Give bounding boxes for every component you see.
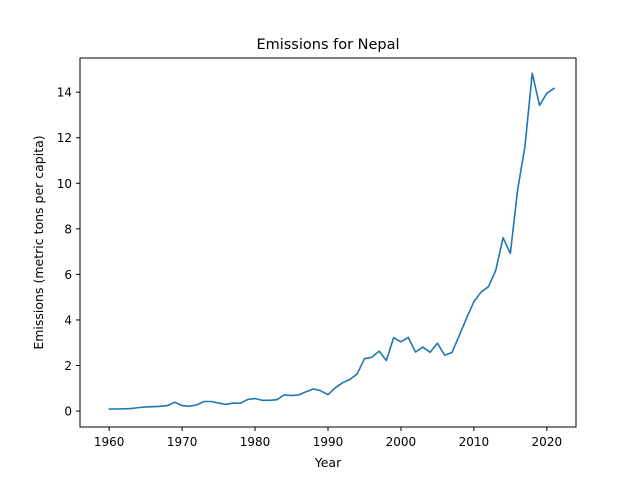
x-tick-label: 1980	[240, 435, 271, 449]
y-tick-label: 6	[64, 268, 72, 282]
x-axis-label: Year	[314, 455, 342, 470]
y-tick-label: 12	[57, 131, 72, 145]
y-tick-label: 10	[57, 177, 72, 191]
x-tick-label: 1960	[94, 435, 125, 449]
y-tick-label: 0	[64, 405, 72, 419]
x-axis-ticks: 1960 1970 1980 1990 2000 2010 2020	[94, 427, 562, 449]
chart-title: Emissions for Nepal	[256, 37, 399, 53]
y-tick-label: 8	[64, 222, 72, 236]
x-tick-label: 2020	[532, 435, 563, 449]
series-line-emissions	[108, 72, 555, 410]
x-tick-label: 2010	[459, 435, 490, 449]
x-tick-label: 1970	[167, 435, 198, 449]
y-tick-label: 2	[64, 359, 72, 373]
y-axis-ticks: 0 2 4 6 8 10 12 14	[57, 86, 80, 419]
x-tick-label: 1990	[313, 435, 344, 449]
y-tick-label: 4	[64, 313, 72, 327]
x-tick-label: 2000	[386, 435, 417, 449]
y-axis-label: Emissions (metric tons per capita)	[31, 135, 46, 349]
y-tick-label: 14	[57, 86, 72, 100]
